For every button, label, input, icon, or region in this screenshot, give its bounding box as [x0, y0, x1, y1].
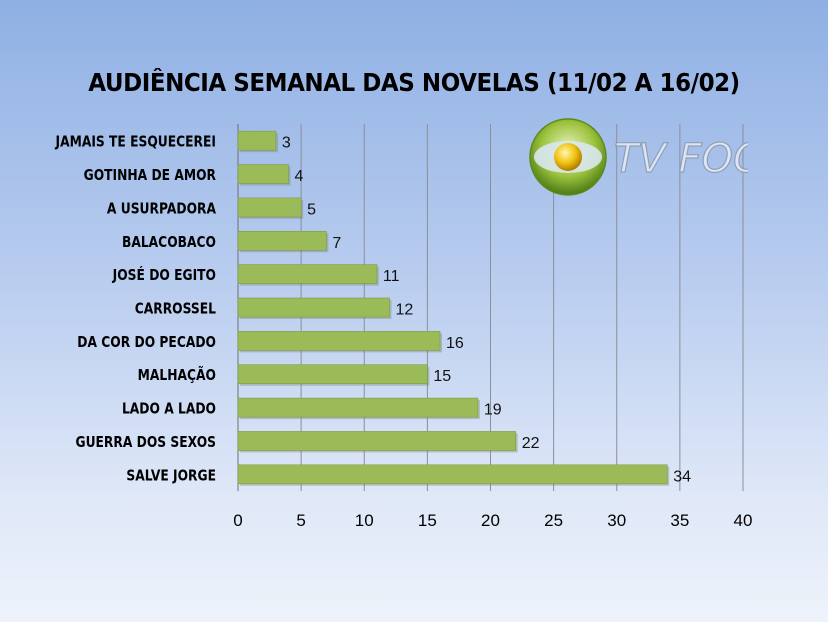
- x-tick-label: 35: [670, 511, 689, 530]
- bar: [237, 264, 378, 284]
- data-label: 16: [446, 335, 464, 352]
- data-label: 34: [673, 468, 691, 485]
- x-tick-label: 30: [607, 511, 626, 530]
- bar: [237, 230, 327, 251]
- category-label: GUERRA DOS SEXOS: [75, 434, 216, 451]
- x-tick-label: 5: [296, 511, 305, 530]
- x-tick-label: 25: [544, 511, 563, 530]
- bar: [237, 130, 277, 151]
- category-label: A USURPADORA: [107, 200, 216, 217]
- category-labels: JAMAIS TE ESQUECEREI GOTINHA DE AMOR A USU…: [55, 134, 217, 485]
- category-label: LADO A LADO: [122, 400, 216, 417]
- data-label: 7: [332, 235, 341, 252]
- category-label: JAMAIS TE ESQUECEREI: [55, 134, 216, 151]
- x-tick-label: 0: [233, 511, 242, 530]
- x-tick-label: 15: [418, 511, 437, 530]
- bar: [237, 297, 390, 318]
- bar: [237, 464, 668, 485]
- category-label: MALHAÇÃO: [138, 366, 216, 385]
- data-label: 22: [522, 435, 540, 452]
- category-label: DA COR DO PECADO: [77, 334, 216, 351]
- x-tick-label: 20: [481, 511, 500, 530]
- category-label: GOTINHA DE AMOR: [84, 167, 217, 184]
- bar: [237, 164, 289, 184]
- category-label: BALACOBACO: [122, 234, 216, 251]
- x-tick-labels: 0 5 10 15 20 25 30 35 40: [233, 511, 752, 530]
- data-label: 5: [307, 201, 316, 218]
- bar: [237, 431, 517, 451]
- data-label: 12: [396, 302, 414, 319]
- category-label: SALVE JORGE: [126, 467, 216, 484]
- data-label: 4: [295, 168, 304, 185]
- x-tick-label: 10: [355, 511, 374, 530]
- data-label: 11: [383, 268, 400, 285]
- data-label: 3: [282, 135, 291, 152]
- bars: [237, 130, 670, 486]
- data-label: 19: [484, 402, 502, 419]
- bar: [237, 364, 428, 385]
- category-label: CARROSSEL: [135, 300, 217, 317]
- x-tick-label: 40: [734, 511, 753, 530]
- data-label: 15: [433, 368, 451, 385]
- bar: [237, 397, 479, 418]
- tv-foco-logo: TV FOCO: [529, 118, 748, 196]
- category-label: JOSÉ DO EGITO: [112, 265, 216, 285]
- bar: [237, 197, 302, 218]
- bar: [237, 331, 441, 351]
- logo-text: TV FOCO: [614, 136, 748, 182]
- chart-title: AUDIÊNCIA SEMANAL DAS NOVELAS (11/02 A 1…: [88, 68, 740, 97]
